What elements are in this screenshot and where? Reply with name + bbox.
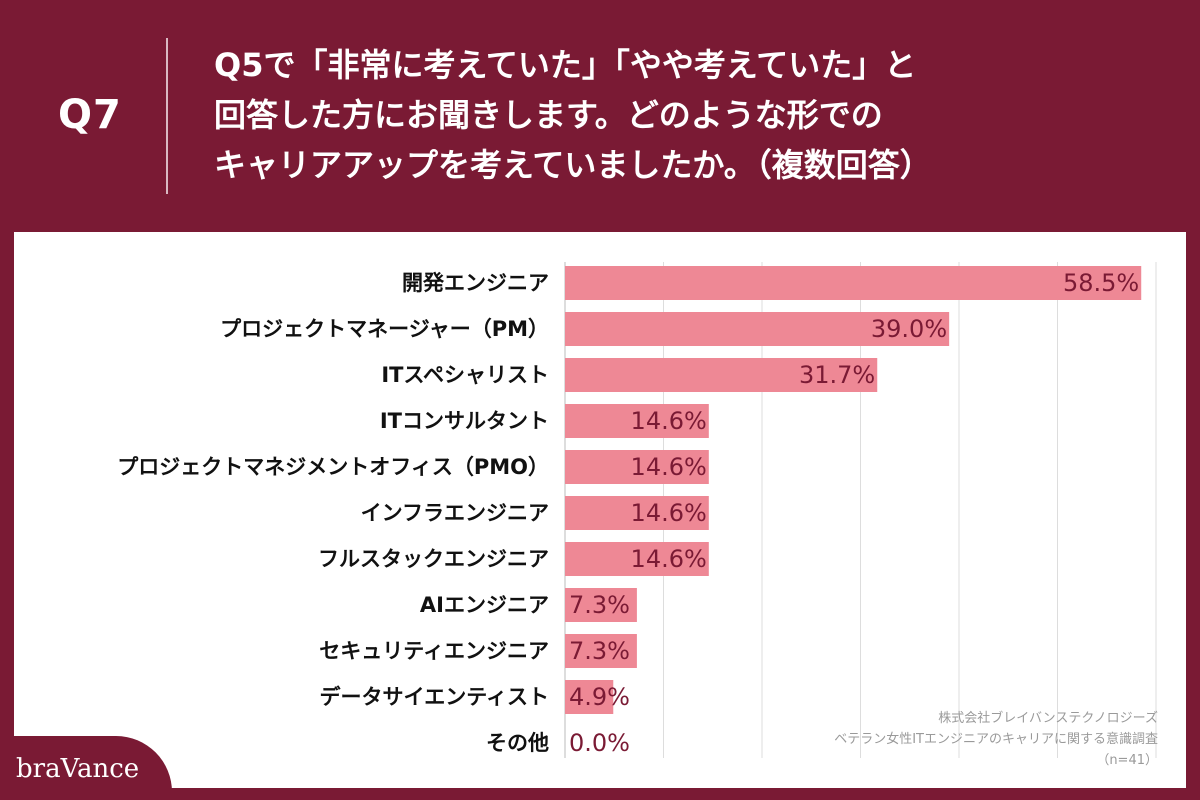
value-label: 14.6% xyxy=(631,453,707,481)
source-sample: （n=41） xyxy=(1096,753,1158,768)
question-line-2: 回答した方にお聞きします。どのような形での xyxy=(214,96,883,134)
value-label: 58.5% xyxy=(1063,269,1139,297)
bar xyxy=(565,588,637,622)
bar-chart: 開発エンジニア 58.5% プロジェクトマネージャー（PM） 39.0% ITスペシャリ… xyxy=(117,262,1157,758)
value-label: 31.7% xyxy=(799,361,875,389)
bar xyxy=(565,680,614,714)
question-header: Q7 Q5で「非常に考えていた」「やや考えていた」と 回答した方にお聞きします。… xyxy=(0,0,1200,232)
category-label: ITコンサルタント xyxy=(380,409,549,433)
category-label: AIエンジニア xyxy=(420,593,549,617)
category-label: ITスペシャリスト xyxy=(381,363,549,387)
source-note: 株式会社ブレイバンステクノロジーズ ベテラン女性ITエンジニアのキャリアに関する… xyxy=(834,708,1158,771)
header-divider xyxy=(166,38,168,194)
bar xyxy=(565,266,1142,300)
bar xyxy=(565,404,709,438)
value-label: 4.9% xyxy=(569,683,630,711)
bar xyxy=(565,312,950,346)
bar xyxy=(565,542,709,576)
question-line-1: Q5で「非常に考えていた」「やや考えていた」と xyxy=(214,46,917,84)
value-label: 14.6% xyxy=(631,499,707,527)
value-label: 39.0% xyxy=(871,315,947,343)
category-label: その他 xyxy=(486,731,549,755)
question-line-3: キャリアアップを考えていましたか。（複数回答） xyxy=(214,146,932,184)
chart-panel: 開発エンジニア 58.5% プロジェクトマネージャー（PM） 39.0% ITスペシャリ… xyxy=(14,232,1186,788)
bar xyxy=(565,450,709,484)
value-label: 14.6% xyxy=(631,545,707,573)
category-label: フルスタックエンジニア xyxy=(318,547,549,571)
value-label: 7.3% xyxy=(569,637,630,665)
logo-tab: braVance xyxy=(0,736,172,800)
bravance-logo: braVance xyxy=(16,754,140,784)
value-label: 7.3% xyxy=(569,591,630,619)
category-label: 開発エンジニア xyxy=(402,271,549,295)
category-label: インフラエンジニア xyxy=(361,501,549,525)
question-text: Q5で「非常に考えていた」「やや考えていた」と 回答した方にお聞きします。どのよ… xyxy=(214,40,1174,190)
category-label: セキュリティエンジニア xyxy=(319,639,549,663)
source-survey: ベテラン女性ITエンジニアのキャリアに関する意識調査 xyxy=(834,732,1158,747)
value-label: 0.0% xyxy=(569,729,630,757)
bar xyxy=(565,634,637,668)
category-label: プロジェクトマネジメントオフィス（PMO） xyxy=(117,455,549,479)
bar xyxy=(565,358,878,392)
source-company: 株式会社ブレイバンステクノロジーズ xyxy=(938,711,1158,726)
question-number: Q7 xyxy=(58,92,122,138)
bar xyxy=(565,496,709,530)
category-label: データサイエンティスト xyxy=(319,685,549,709)
value-label: 14.6% xyxy=(631,407,707,435)
category-label: プロジェクトマネージャー（PM） xyxy=(220,317,549,341)
